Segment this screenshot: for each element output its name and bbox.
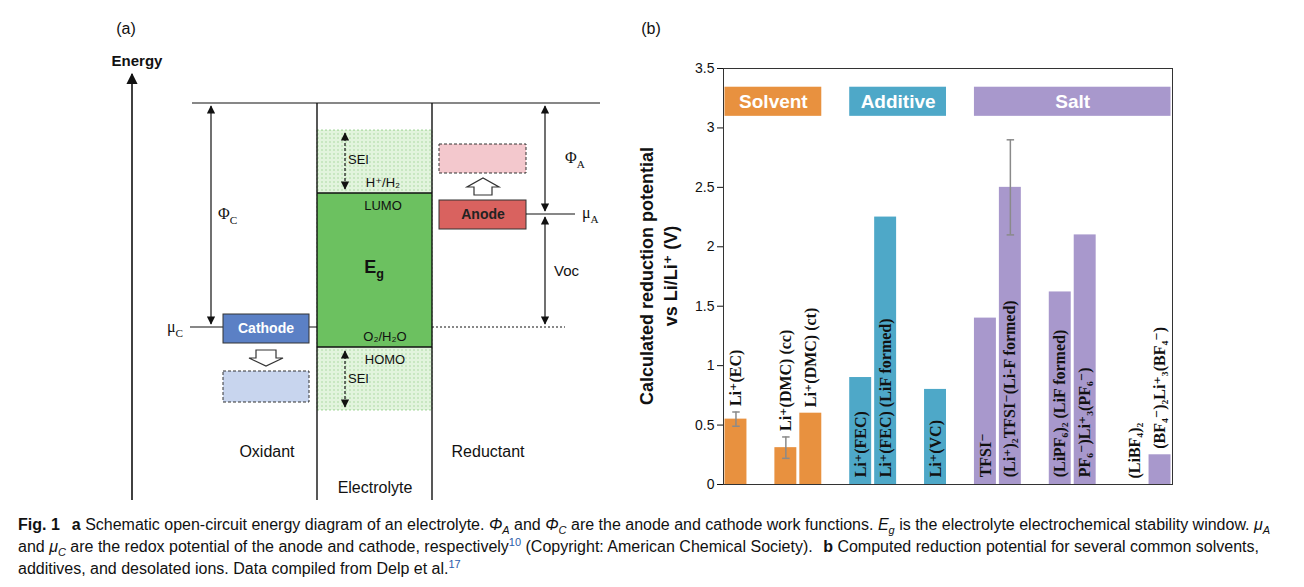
svg-text:Li⁺(VC): Li⁺(VC) (927, 420, 945, 477)
svg-text:Voc: Voc (554, 262, 580, 279)
svg-text:Energy: Energy (112, 52, 164, 69)
svg-text:Cathode: Cathode (238, 320, 294, 336)
svg-text:(LiBF₄)₂: (LiBF₄)₂ (1126, 423, 1144, 479)
svg-text:μC: μC (167, 318, 183, 339)
svg-text:Li⁺(FEC): Li⁺(FEC) (852, 411, 870, 477)
svg-text:(b): (b) (641, 20, 661, 37)
svg-text:3: 3 (707, 119, 715, 135)
svg-text:3.5: 3.5 (695, 60, 715, 76)
svg-text:vs Li/Li⁺ (V): vs Li/Li⁺ (V) (661, 226, 681, 327)
svg-text:Li⁺(DMC) (ct): Li⁺(DMC) (ct) (802, 308, 820, 408)
svg-text:ΦC: ΦC (218, 205, 237, 226)
svg-text:Li⁺(EC): Li⁺(EC) (727, 350, 745, 406)
svg-text:2.5: 2.5 (695, 179, 715, 195)
svg-text:1.5: 1.5 (695, 298, 715, 314)
svg-text:Electrolyte: Electrolyte (338, 479, 413, 496)
svg-text:Salt: Salt (1055, 91, 1091, 112)
svg-text:Anode: Anode (461, 206, 505, 222)
svg-text:2: 2 (707, 238, 715, 254)
svg-text:H⁺/H₂: H⁺/H₂ (366, 175, 400, 190)
svg-text:Solvent: Solvent (739, 91, 808, 112)
html-text:Fig. 1: Fig. 1 (18, 516, 60, 533)
svg-text:Li⁺(DMC) (cc): Li⁺(DMC) (cc) (777, 330, 795, 431)
svg-text:Oxidant: Oxidant (239, 443, 295, 460)
svg-text:HOMO: HOMO (365, 352, 405, 367)
svg-text:Li⁺(FEC) (LiF formed): Li⁺(FEC) (LiF formed) (877, 318, 895, 477)
svg-text:Reductant: Reductant (452, 443, 525, 460)
svg-text:SEI: SEI (348, 371, 369, 386)
html-text:a Schematic open-circuit energ: a Schematic open-circuit energy diagram … (71, 516, 1271, 537)
svg-text:SEI: SEI (348, 152, 369, 167)
svg-text:1: 1 (707, 357, 715, 373)
svg-text:(BF₄⁻)₂Li⁺₃(BF₄⁻): (BF₄⁻)₂Li⁺₃(BF₄⁻) (1151, 327, 1169, 449)
svg-text:(Li⁺)₂TFSI⁻(Li-F formed): (Li⁺)₂TFSI⁻(Li-F formed) (1001, 300, 1019, 477)
svg-text:0.5: 0.5 (695, 417, 715, 433)
svg-text:Eg: Eg (364, 257, 384, 282)
svg-text:0: 0 (707, 476, 715, 492)
svg-text:ΦA: ΦA (565, 149, 585, 170)
svg-text:(LiPF₆)₂ (LiF formed): (LiPF₆)₂ (LiF formed) (1051, 330, 1069, 478)
svg-text:PF₆⁻)Li⁺₃(PF₆⁻): PF₆⁻)Li⁺₃(PF₆⁻) (1076, 367, 1094, 477)
svg-text:μA: μA (582, 204, 599, 225)
svg-text:TFSI⁻: TFSI⁻ (977, 433, 994, 477)
svg-text:O₂/H₂O: O₂/H₂O (363, 329, 406, 344)
svg-text:(a): (a) (116, 20, 136, 37)
svg-text:LUMO: LUMO (364, 198, 402, 213)
html-text:and μCare the redox potential: and μCare the redox potential of the ano… (18, 535, 1259, 577)
svg-text:Additive: Additive (861, 91, 936, 112)
svg-text:Calculated reduction potential: Calculated reduction potential (637, 147, 657, 405)
